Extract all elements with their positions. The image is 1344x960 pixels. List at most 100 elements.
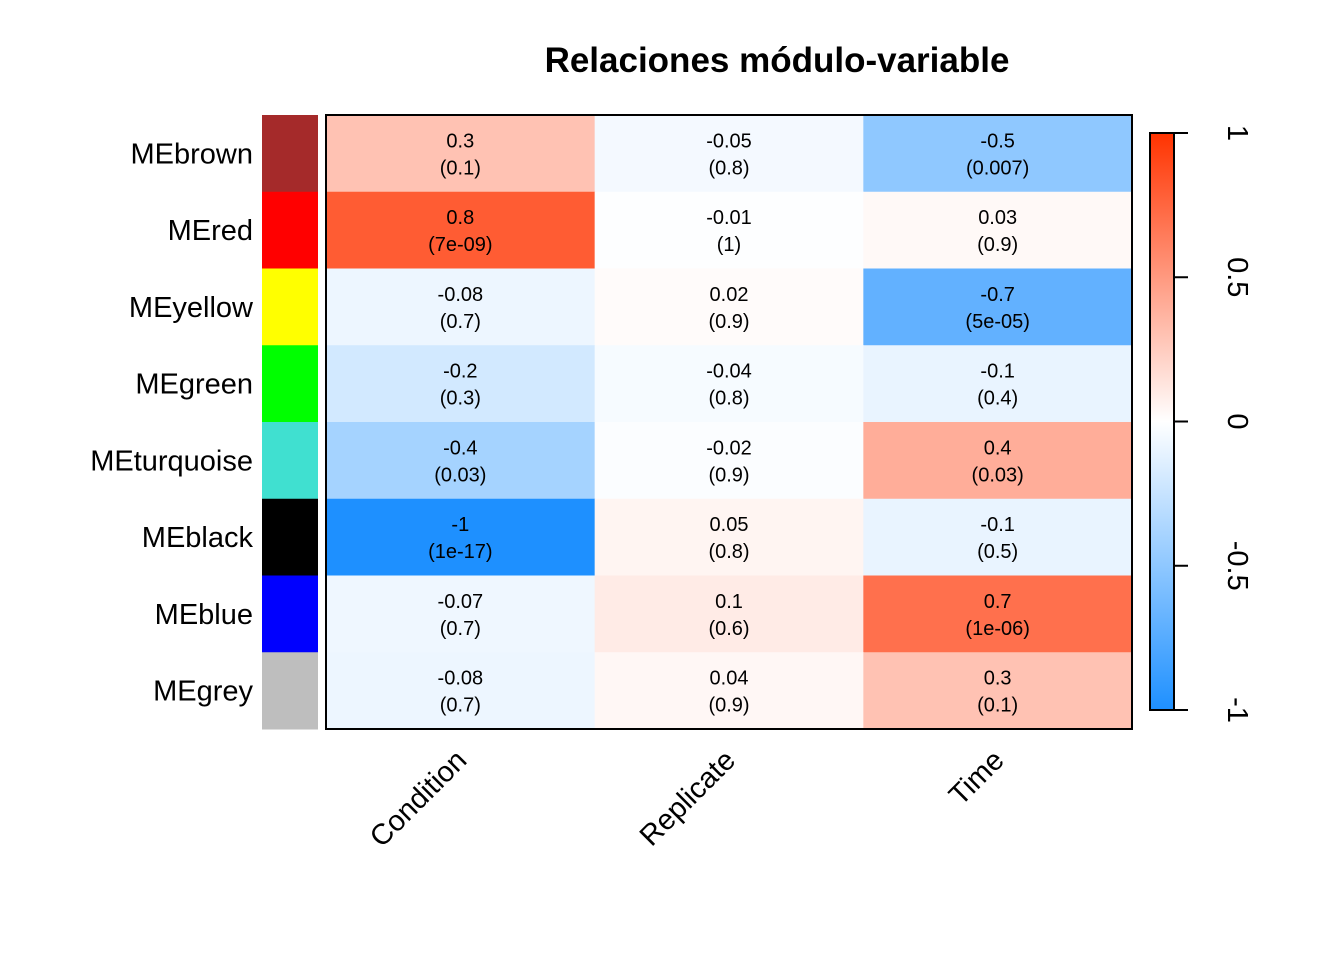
heatmap-cell: [863, 422, 1133, 500]
heatmap-cell: [863, 268, 1133, 346]
colorbar-tick-label: 1: [1221, 125, 1253, 141]
module-color-MEred: [262, 191, 318, 269]
cell-pvalue-label: (0.3): [440, 388, 481, 410]
module-color-MEblack: [262, 498, 318, 576]
column-label-condition: Condition: [364, 744, 473, 853]
heatmap-cell: [594, 191, 864, 269]
module-color-MEgreen: [262, 345, 318, 423]
cell-correlation-label: -0.1: [980, 514, 1014, 536]
column-label-replicate: Replicate: [634, 744, 742, 852]
heatmap-cell: [594, 575, 864, 653]
cell-pvalue-label: (5e-05): [965, 311, 1029, 333]
heatmap-border: [325, 114, 1133, 730]
cell-pvalue-label: (0.007): [966, 157, 1029, 179]
cell-pvalue-label: (7e-09): [428, 234, 492, 256]
heatmap-cell: [594, 115, 864, 193]
colorbar-tick-label: -0.5: [1221, 541, 1253, 591]
row-label-MEturquoise: MEturquoise: [90, 445, 253, 477]
heatmap-cell: [594, 652, 864, 730]
heatmap-cell: [326, 191, 596, 269]
cell-pvalue-label: (0.03): [972, 464, 1024, 486]
heatmap-cell: [326, 345, 596, 423]
colorbar-tick-label: 0.5: [1221, 257, 1253, 297]
cell-correlation-label: -0.08: [438, 668, 484, 690]
cell-correlation-label: -0.01: [706, 207, 752, 229]
cell-correlation-label: -0.1: [980, 361, 1014, 383]
cell-correlation-label: -0.08: [438, 284, 484, 306]
cell-correlation-label: -1: [451, 514, 469, 536]
module-color-MEturquoise: [262, 422, 318, 500]
cell-pvalue-label: (1): [717, 234, 741, 256]
heatmap-cell: [863, 652, 1133, 730]
cell-pvalue-label: (0.9): [708, 464, 749, 486]
cell-correlation-label: -0.7: [980, 284, 1014, 306]
heatmap-cell: [863, 498, 1133, 576]
colorbar: -1 -0.5 0 0.5 1: [1149, 125, 1253, 723]
chart-title: Relaciones módulo-variable: [545, 41, 1010, 80]
heatmap-cell: [863, 345, 1133, 423]
cell-correlation-label: 0.04: [710, 668, 749, 690]
cell-correlation-label: -0.4: [443, 437, 477, 459]
heatmap-cell: [326, 575, 596, 653]
cell-correlation-label: 0.3: [984, 668, 1012, 690]
cell-correlation-label: 0.02: [710, 284, 749, 306]
cell-correlation-label: 0.05: [710, 514, 749, 536]
cell-pvalue-label: (1e-06): [965, 618, 1029, 640]
cell-correlation-label: 0.03: [978, 207, 1017, 229]
heatmap-cell: [326, 115, 596, 193]
cell-correlation-label: -0.5: [980, 130, 1014, 152]
cell-pvalue-label: (0.8): [708, 541, 749, 563]
module-color-MEgrey: [262, 652, 318, 730]
heatmap-cell: [594, 422, 864, 500]
cell-pvalue-label: (0.5): [977, 541, 1018, 563]
row-label-MEblue: MEblue: [155, 599, 253, 631]
cell-pvalue-label: (0.9): [708, 311, 749, 333]
cell-pvalue-label: (0.7): [440, 618, 481, 640]
colorbar-gradient: [1149, 132, 1175, 711]
cell-pvalue-label: (0.1): [440, 157, 481, 179]
heatmap-cell: [863, 575, 1133, 653]
cell-pvalue-label: (0.9): [977, 234, 1018, 256]
heatmap-cell: [863, 191, 1133, 269]
cell-pvalue-label: (0.03): [434, 464, 486, 486]
cell-pvalue-label: (0.8): [708, 388, 749, 410]
cell-pvalue-label: (0.4): [977, 388, 1018, 410]
column-label-time: Time: [943, 744, 1010, 811]
row-label-MEblack: MEblack: [142, 522, 254, 554]
row-label-MEgreen: MEgreen: [135, 369, 253, 401]
heatmap-cell: [594, 345, 864, 423]
heatmap-cell: [594, 268, 864, 346]
heatmap-cell: [594, 498, 864, 576]
row-label-MEbrown: MEbrown: [131, 138, 254, 170]
cell-correlation-label: 0.7: [984, 591, 1012, 613]
module-color-strip: [262, 115, 318, 730]
heatmap-cell: [326, 498, 596, 576]
row-label-MEred: MEred: [168, 215, 253, 247]
cell-pvalue-label: (0.9): [708, 695, 749, 717]
module-color-MEblue: [262, 575, 318, 653]
cell-pvalue-label: (1e-17): [428, 541, 492, 563]
cell-pvalue-label: (0.7): [440, 311, 481, 333]
cell-correlation-label: -0.05: [706, 130, 752, 152]
cell-correlation-label: 0.1: [715, 591, 743, 613]
module-color-MEbrown: [262, 115, 318, 193]
row-label-MEyellow: MEyellow: [129, 292, 254, 324]
cell-correlation-label: -0.07: [438, 591, 484, 613]
cell-pvalue-label: (0.1): [977, 695, 1018, 717]
heatmap-cells: 0.3 (0.1) -0.05 (0.8) -0.5 (0.007) 0.8 (7e-09) -…: [326, 115, 1133, 730]
cell-correlation-label: 0.8: [446, 207, 474, 229]
heatmap-cell: [326, 268, 596, 346]
heatmap-cell: [326, 652, 596, 730]
module-color-MEyellow: [262, 268, 318, 346]
heatmap-cell: [326, 422, 596, 500]
colorbar-tick-label: 0: [1221, 413, 1253, 429]
row-label-MEgrey: MEgrey: [153, 676, 253, 708]
column-labels: Condition Replicate Time: [364, 744, 1011, 853]
cell-correlation-label: 0.3: [446, 130, 474, 152]
cell-correlation-label: -0.02: [706, 437, 752, 459]
cell-correlation-label: 0.4: [984, 437, 1012, 459]
row-labels: MEbrown MEred MEyellow MEgreen MEturquoise ME…: [90, 138, 254, 707]
cell-pvalue-label: (0.8): [708, 157, 749, 179]
colorbar-tick-label: -1: [1221, 697, 1253, 723]
cell-correlation-label: -0.04: [706, 361, 752, 383]
